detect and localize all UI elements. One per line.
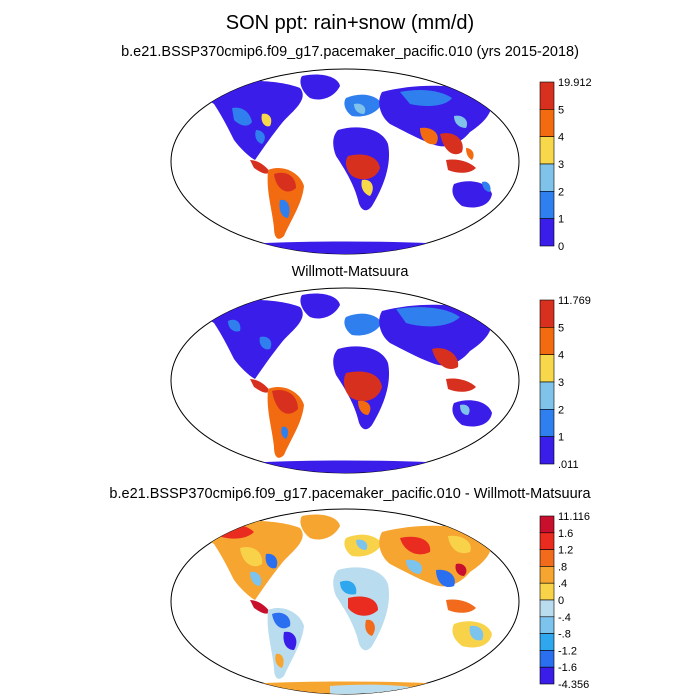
panel-1-colorbar-bins: [539, 81, 555, 247]
colorbar-label: -.8: [558, 629, 571, 641]
colorbar-label: 2: [558, 186, 564, 198]
panel-3-map: [170, 508, 520, 695]
colorbar-label: 1: [558, 432, 564, 444]
colorbar-label: 0: [558, 241, 564, 250]
colorbar-bin: [539, 409, 555, 437]
colorbar-label: 1: [558, 214, 564, 226]
colorbar-bin: [539, 582, 555, 601]
colorbar-label: 3: [558, 377, 564, 389]
panel-2-map: [170, 287, 520, 474]
colorbar-label: 4: [558, 132, 564, 144]
figure-title: SON ppt: rain+snow (mm/d): [225, 12, 475, 34]
colorbar-label: 11.116: [558, 512, 590, 523]
colorbar-label: 5: [558, 104, 564, 116]
colorbar-bin: [539, 532, 555, 550]
colorbar-bin: [539, 633, 555, 651]
colorbar-bin: [539, 616, 555, 634]
panel-3-title: b.e21.BSSP370cmip6.f09_g17.pacemaker_pac…: [109, 486, 591, 502]
colorbar-bin: [539, 599, 555, 618]
colorbar-label: -4.356: [558, 679, 589, 688]
colorbar-bin: [539, 218, 555, 247]
colorbar-label: 4: [558, 350, 564, 362]
colorbar-bin: [539, 515, 555, 534]
colorbar-label: .4: [558, 578, 567, 590]
colorbar-label: 0: [558, 595, 564, 607]
colorbar-bin: [539, 549, 555, 567]
panel-2-colorbar: 11.769 5 4 3 2 1 .011: [539, 296, 591, 468]
colorbar-bin: [539, 566, 555, 584]
colorbar-label: -1.2: [558, 645, 577, 657]
colorbar-bin: [539, 191, 555, 219]
panel-3-colorbar-bins: [539, 515, 555, 685]
colorbar-label: -.4: [558, 612, 571, 624]
colorbar-bin: [539, 327, 555, 355]
colorbar-bin: [539, 81, 555, 110]
colorbar-bin: [539, 436, 555, 465]
panel-1-title: b.e21.BSSP370cmip6.f09_g17.pacemaker_pac…: [121, 44, 579, 60]
colorbar-label: -1.6: [558, 662, 577, 674]
colorbar-label: 2: [558, 404, 564, 416]
panel-1-colorbar: 19.912 5 4 3 2 1 0: [539, 78, 592, 250]
colorbar-label: 11.769: [558, 296, 591, 307]
colorbar-label: .011: [558, 459, 579, 468]
panel-3-colorbar: 11.116 1.6 1.2 .8 .4 0 -.4 -.8 -1.2 -1.6 -4.356: [539, 512, 590, 688]
panel-2-title: Willmott-Matsuura: [291, 264, 409, 280]
colorbar-bin: [539, 354, 555, 383]
colorbar-label: 1.2: [558, 545, 573, 557]
colorbar-label: .8: [558, 561, 567, 573]
colorbar-bin: [539, 650, 555, 668]
colorbar-label: 3: [558, 159, 564, 171]
colorbar-bin: [539, 136, 555, 165]
panel-2-colorbar-bins: [539, 299, 555, 465]
colorbar-bin: [539, 163, 555, 192]
colorbar-bin: [539, 299, 555, 328]
colorbar-bin: [539, 109, 555, 137]
panel-1-map: [170, 68, 520, 255]
colorbar-bin: [539, 381, 555, 410]
colorbar-label: 19.912: [558, 78, 592, 89]
colorbar-bin: [539, 666, 555, 685]
colorbar-label: 5: [558, 322, 564, 334]
colorbar-label: 1.6: [558, 528, 573, 540]
